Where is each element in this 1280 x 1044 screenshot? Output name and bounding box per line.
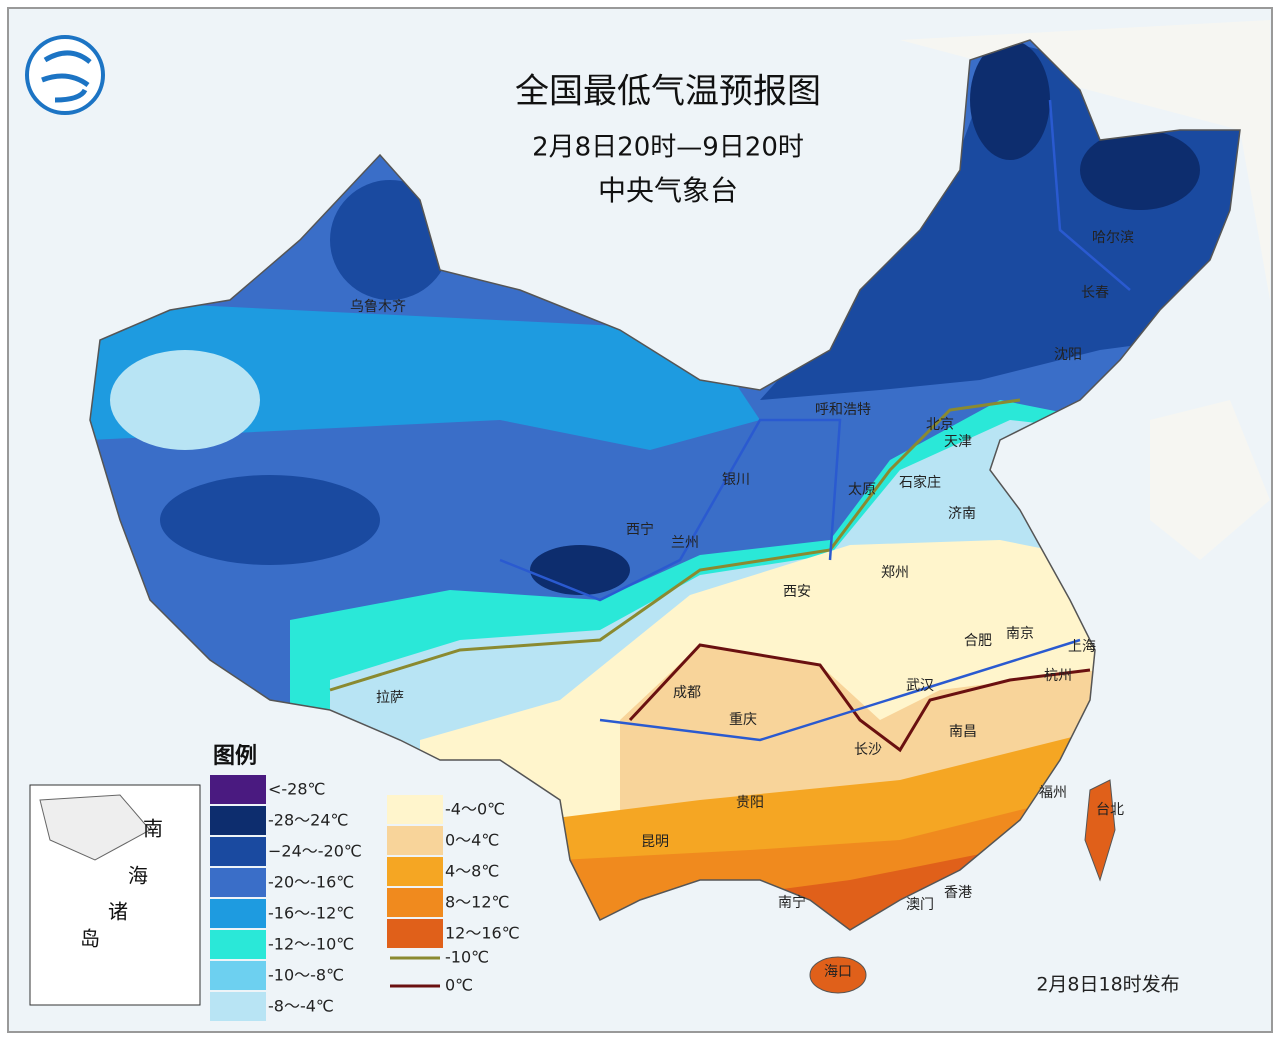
inset-label: 诸 xyxy=(108,900,128,924)
city-label: 郑州 xyxy=(881,565,909,581)
city-label: 昆明 xyxy=(641,834,669,850)
city-label: 银川 xyxy=(722,472,750,488)
legend: 图例 <-28℃ -28～24℃ −24～-20℃ -20～-16℃ -16～-12℃ -1… xyxy=(210,744,520,1021)
city-label: 香港 xyxy=(944,885,972,901)
city-label: 成都 xyxy=(673,685,701,701)
legend-swatch xyxy=(387,888,443,917)
city-label: 乌鲁木齐 xyxy=(350,299,406,315)
city-label: 南宁 xyxy=(778,894,806,911)
legend-label: -20～-16℃ xyxy=(268,873,354,892)
city-label: 长春 xyxy=(1081,285,1109,301)
legend-label: 0℃ xyxy=(445,976,473,995)
city-label: 福州 xyxy=(1039,785,1067,801)
city-label: 兰州 xyxy=(671,535,699,551)
time-range: 2月8日20时—9日20时 xyxy=(532,133,804,163)
city-label: 南昌 xyxy=(949,724,977,740)
rivers xyxy=(499,99,1131,742)
legend-label: -8～-4℃ xyxy=(268,997,334,1016)
legend-label: 0～4℃ xyxy=(445,831,499,850)
city-label: 长沙 xyxy=(854,742,882,758)
neighbor-land xyxy=(900,20,1270,560)
legend-label: -12～-10℃ xyxy=(268,935,354,954)
legend-label: -28～24℃ xyxy=(268,811,348,830)
legend-swatch xyxy=(210,837,266,866)
legend-label: 12～16℃ xyxy=(445,924,520,943)
city-label: 合肥 xyxy=(964,633,992,649)
city-label: 南京 xyxy=(1006,626,1034,642)
legend-swatch xyxy=(387,826,443,855)
city-label: 海口 xyxy=(824,964,852,980)
legend-swatch xyxy=(387,857,443,886)
city-label: 济南 xyxy=(948,506,976,522)
inset-label: 海 xyxy=(128,864,148,888)
legend-label: -4～0℃ xyxy=(445,800,505,819)
legend-label: -10℃ xyxy=(445,948,489,967)
city-label: 太原 xyxy=(848,482,876,498)
legend-label: 4～8℃ xyxy=(445,862,499,881)
city-label: 贵阳 xyxy=(736,795,764,811)
agency: 中央气象台 xyxy=(598,174,738,207)
city-label: 西宁 xyxy=(626,521,654,538)
city-label: 重庆 xyxy=(729,712,757,728)
logo xyxy=(25,35,105,115)
legend-label: <-28℃ xyxy=(268,780,326,799)
legend-swatch xyxy=(387,795,443,824)
legend-label: 8～12℃ xyxy=(445,893,510,912)
legend-swatch xyxy=(210,868,266,897)
city-label: 杭州 xyxy=(1044,668,1072,684)
city-label: 武汉 xyxy=(906,678,934,694)
legend-swatch xyxy=(210,992,266,1021)
taiwan xyxy=(1084,779,1116,882)
legend-swatch xyxy=(210,899,266,928)
legend-swatch xyxy=(387,919,443,948)
city-label: 台北 xyxy=(1096,802,1124,818)
legend-swatch xyxy=(210,961,266,990)
city-label: 沈阳 xyxy=(1054,347,1082,363)
inset-label: 南 xyxy=(143,817,163,841)
city-label: 澳门 xyxy=(906,897,934,913)
city-label: 哈尔滨 xyxy=(1092,230,1134,246)
legend-swatch xyxy=(210,775,266,804)
legend-label: -16～-12℃ xyxy=(268,904,354,923)
legend-label: -10～-8℃ xyxy=(268,966,344,985)
city-label: 上海 xyxy=(1068,639,1096,655)
inset-land xyxy=(39,794,151,861)
issue-time: 2月8日18时发布 xyxy=(1036,974,1179,996)
city-label: 西安 xyxy=(783,584,811,600)
inset-label: 岛 xyxy=(80,927,100,951)
city-label: 拉萨 xyxy=(376,690,404,706)
legend-label: −24～-20℃ xyxy=(268,842,362,861)
legend-title: 图例 xyxy=(213,744,257,769)
map-title: 全国最低气温预报图 xyxy=(515,72,821,112)
city-label: 天津 xyxy=(944,434,972,450)
city-label: 北京 xyxy=(926,417,954,433)
legend-swatch xyxy=(210,930,266,959)
hainan xyxy=(809,956,867,994)
city-label: 石家庄 xyxy=(899,474,941,491)
legend-swatch xyxy=(210,806,266,835)
city-label: 呼和浩特 xyxy=(815,402,871,418)
